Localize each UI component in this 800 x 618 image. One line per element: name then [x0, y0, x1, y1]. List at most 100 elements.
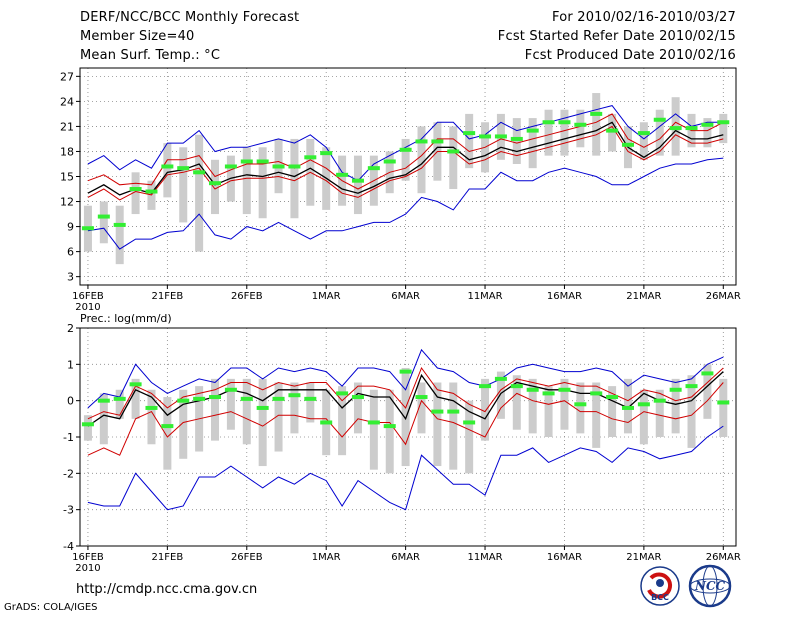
median-marker [383, 424, 396, 429]
median-marker [367, 166, 380, 171]
median-marker [431, 139, 444, 144]
median-marker [209, 395, 222, 400]
x-tick-label: 21FEB [152, 291, 184, 302]
median-marker [367, 420, 380, 425]
spread-box [242, 147, 251, 215]
x-tick-label: 21MAR [626, 552, 661, 563]
median-marker [621, 405, 634, 410]
spread-box [369, 389, 378, 470]
median-marker [304, 396, 317, 401]
x-tick-label: 11MAR [467, 291, 502, 302]
y-tick-label: 0 [67, 395, 74, 408]
median-marker [558, 120, 571, 125]
spread-box [576, 382, 585, 434]
spread-box [703, 118, 712, 148]
spread-box [290, 138, 299, 219]
grads-credit: GrADS: COLA/IGES [4, 602, 98, 613]
member-size: Member Size=40 [80, 29, 195, 44]
spread-box [401, 138, 410, 181]
spread-box [655, 389, 664, 437]
median-marker [288, 164, 301, 169]
median-marker [224, 164, 237, 169]
median-marker [320, 420, 333, 425]
y-tick-label: 18 [60, 145, 74, 158]
max-line [87, 105, 724, 182]
median-marker [526, 128, 539, 133]
median-marker [685, 126, 698, 131]
median-marker [685, 384, 698, 389]
median-marker [81, 226, 94, 231]
y-tick-label: 6 [67, 246, 74, 259]
median-marker [431, 409, 444, 414]
plot-frame [79, 327, 737, 547]
y-tick-label: 1 [67, 358, 74, 371]
spread-box [528, 378, 537, 434]
spread-box [703, 364, 712, 419]
x-tick-label: 6MAR [391, 552, 420, 563]
spread-box [338, 386, 347, 456]
median-marker [224, 387, 237, 392]
spread-box [242, 378, 251, 445]
median-marker [383, 159, 396, 164]
median-marker [574, 402, 587, 407]
chart-title: DERF/NCC/BCC Monthly Forecast [80, 10, 300, 25]
spread-box [560, 109, 569, 156]
spread-box [385, 389, 394, 474]
y-tick-label: 15 [60, 171, 74, 184]
median-marker [574, 122, 587, 127]
spread-box [512, 375, 521, 430]
spread-box [496, 371, 505, 419]
median-marker [193, 170, 206, 175]
spread-box [226, 378, 235, 430]
median-marker [256, 159, 269, 164]
median-marker [209, 181, 222, 186]
spread-box [608, 386, 617, 437]
spread-box [528, 118, 537, 169]
median-marker [558, 387, 571, 392]
x-tick-label: 16MAR [547, 291, 582, 302]
spread-box [115, 389, 124, 419]
spread-box [576, 109, 585, 148]
spread-box [719, 113, 728, 144]
spread-box [417, 382, 426, 434]
source-url[interactable]: http://cmdp.ncc.cma.gov.cn [76, 582, 258, 597]
median-marker [542, 120, 555, 125]
y-tick-label: -2 [63, 467, 74, 480]
median-marker [653, 398, 666, 403]
median-marker [479, 134, 492, 139]
ncc-logo: NCC [688, 564, 732, 608]
spread-box [306, 382, 315, 423]
y-tick-label: -4 [63, 540, 74, 553]
spread-box [99, 393, 108, 445]
median-marker [288, 393, 301, 398]
y-tick-label: -1 [63, 431, 74, 444]
median-marker [494, 376, 507, 381]
median-marker [621, 142, 634, 147]
median-marker [447, 149, 460, 154]
median-marker [415, 139, 428, 144]
median-marker [81, 422, 94, 427]
spread-box [163, 397, 172, 470]
median-marker [351, 178, 364, 183]
median-marker [669, 387, 682, 392]
median-marker [113, 396, 126, 401]
spread-box [131, 172, 140, 215]
spread-box [608, 113, 617, 152]
spread-box [449, 382, 458, 470]
spread-box [195, 134, 204, 252]
spread-box [163, 143, 172, 198]
spread-box [719, 378, 728, 437]
median-marker [336, 172, 349, 177]
min-line [87, 157, 724, 250]
min-line [87, 425, 724, 511]
median-marker [240, 159, 253, 164]
median-marker [510, 136, 523, 141]
y-tick-label: -3 [63, 504, 74, 517]
x-tick-label: 21FEB [152, 552, 184, 563]
median-marker [399, 147, 412, 152]
spread-box [147, 389, 156, 445]
spread-box [560, 378, 569, 430]
x-tick-label: 21MAR [626, 291, 661, 302]
x-tick-label: 26FEB [231, 552, 263, 563]
